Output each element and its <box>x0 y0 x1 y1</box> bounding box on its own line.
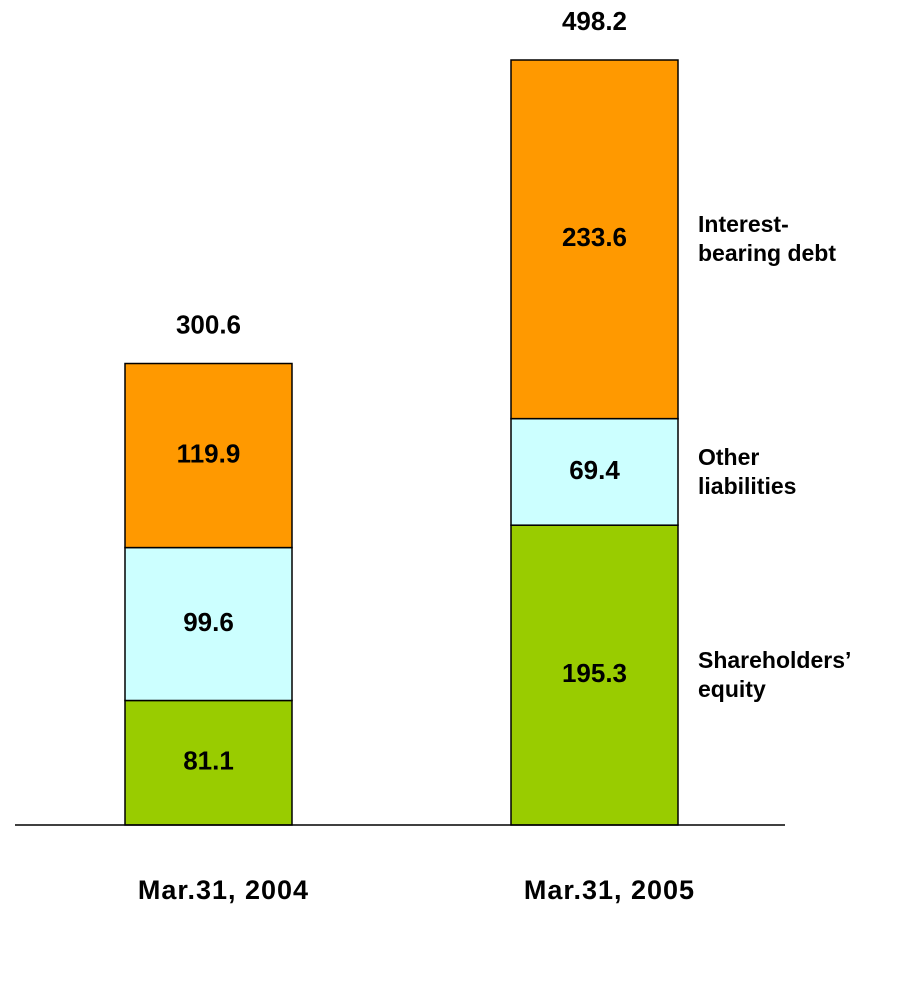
bar-segment <box>510 59 679 420</box>
legend-label: Interest-bearing debt <box>698 211 837 267</box>
value-label: 119.9 <box>177 438 241 468</box>
value-label: 233.6 <box>562 222 627 252</box>
bar-segment <box>124 699 293 826</box>
value-label: 99.6 <box>183 607 234 637</box>
total-label: 498.2 <box>562 6 627 36</box>
bar-segment <box>510 524 679 826</box>
bar-segment <box>124 362 293 549</box>
value-label: 81.1 <box>183 746 234 776</box>
legend-label: Shareholders’ equity <box>698 647 851 703</box>
value-label: 69.4 <box>569 455 620 485</box>
total-label: 300.6 <box>176 309 241 339</box>
x-tick-label: Mar.31, 2005 <box>524 875 695 905</box>
bar-segment <box>510 417 679 526</box>
x-tick-label: Mar.31, 2004 <box>138 875 309 905</box>
value-label: 195.3 <box>562 658 627 688</box>
legend-label: Other liabilities <box>698 443 797 499</box>
